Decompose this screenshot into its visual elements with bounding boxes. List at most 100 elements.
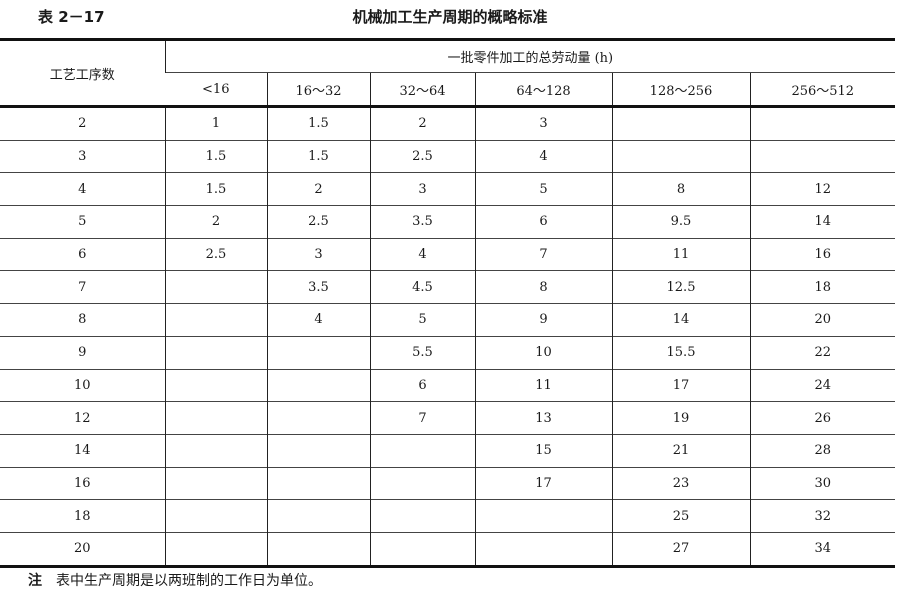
cycle-value-cell: 16: [749, 237, 896, 271]
cycle-value-cell: 18: [749, 270, 896, 304]
column-header: 16～32: [266, 72, 370, 107]
process-count-cell: 5: [0, 205, 165, 239]
note-text: 表中生产周期是以两班制的工作日为单位。: [56, 573, 322, 589]
cycle-value-cell: 8: [611, 172, 750, 206]
cycle-value-cell: [266, 368, 370, 402]
cycle-value-cell: [749, 139, 896, 173]
cycle-value-cell: 26: [749, 401, 896, 435]
cycle-value-cell: 3.5: [266, 270, 370, 304]
process-count-cell: 18: [0, 499, 165, 533]
cycle-value-cell: 10: [474, 335, 612, 369]
table-row: 10 6 11 17 24: [0, 368, 896, 402]
cycle-value-cell: [369, 499, 475, 533]
cycle-value-cell: [266, 531, 370, 568]
cycle-value-cell: [164, 531, 267, 568]
cycle-value-cell: [749, 105, 896, 141]
cycle-value-cell: 1.5: [266, 139, 370, 173]
table-row: 12 7 13 19 26: [0, 401, 896, 435]
cycle-value-cell: 2: [266, 172, 370, 206]
cycle-value-cell: [474, 499, 612, 533]
cycle-value-cell: 5.5: [369, 335, 475, 369]
cycle-value-cell: 4: [474, 139, 612, 173]
cycle-value-cell: 1.5: [266, 105, 370, 141]
process-count-cell: 12: [0, 401, 165, 435]
column-header: 64～128: [474, 72, 612, 107]
cycle-value-cell: [164, 499, 267, 533]
cycle-value-cell: 1: [164, 105, 267, 141]
table-row: 3 1.5 1.5 2.5 4: [0, 139, 896, 173]
cycle-value-cell: 7: [369, 401, 475, 435]
cycle-value-cell: 11: [474, 368, 612, 402]
cycle-value-cell: [369, 433, 475, 468]
cycle-value-cell: [164, 368, 267, 402]
column-header: 128～256: [611, 72, 750, 107]
column-header: 32～64: [369, 72, 475, 107]
table-row: 8 4 5 9 14 20: [0, 303, 896, 337]
cycle-value-cell: 17: [611, 368, 750, 402]
row-header: 工艺工序数: [0, 38, 165, 107]
cycle-value-cell: 4: [369, 237, 475, 271]
cycle-value-cell: 2.5: [266, 205, 370, 239]
table-row: 6 2.5 3 4 7 11 16: [0, 237, 896, 271]
table-row: 4 1.5 2 3 5 8 12: [0, 172, 896, 206]
cycle-value-cell: 3: [266, 237, 370, 271]
cycle-value-cell: [164, 401, 267, 435]
column-header: 256～512: [749, 72, 896, 107]
process-count-cell: 2: [0, 105, 165, 141]
table-row: 20 27 34: [0, 531, 896, 568]
table-row: 16 17 23 30: [0, 466, 896, 500]
cycle-value-cell: [164, 466, 267, 500]
process-count-cell: 16: [0, 466, 165, 500]
cycle-value-cell: 9: [474, 303, 612, 337]
cycle-value-cell: 11: [611, 237, 750, 271]
cycle-value-cell: 32: [749, 499, 896, 533]
cycle-value-cell: [266, 433, 370, 468]
cycle-value-cell: 12: [749, 172, 896, 206]
cycle-value-cell: 4: [266, 303, 370, 337]
cycle-value-cell: 34: [749, 531, 896, 568]
cycle-value-cell: 14: [749, 205, 896, 239]
cycle-value-cell: 15: [474, 433, 612, 468]
cycle-value-cell: [164, 335, 267, 369]
cycle-value-cell: 13: [474, 401, 612, 435]
cycle-value-cell: [266, 499, 370, 533]
cycle-value-cell: 17: [474, 466, 612, 500]
cycle-value-cell: 25: [611, 499, 750, 533]
process-count-cell: 3: [0, 139, 165, 173]
cycle-value-cell: 3.5: [369, 205, 475, 239]
table-caption: 表 2－17 机械加工生产周期的概略标准: [0, 6, 900, 30]
cycle-value-cell: 14: [611, 303, 750, 337]
cycle-value-cell: 30: [749, 466, 896, 500]
cycle-value-cell: 7: [474, 237, 612, 271]
cycle-value-cell: 1.5: [164, 172, 267, 206]
cycle-value-cell: 6: [369, 368, 475, 402]
cycle-value-cell: 8: [474, 270, 612, 304]
cycle-value-cell: 2: [369, 105, 475, 141]
cycle-value-cell: 2.5: [369, 139, 475, 173]
cycle-value-cell: 21: [611, 433, 750, 468]
table-row: 7 3.5 4.5 8 12.5 18: [0, 270, 896, 304]
table-number: 表 2－17: [38, 8, 105, 26]
cycle-value-cell: 28: [749, 433, 896, 468]
note-label: 注: [28, 573, 42, 589]
cycle-value-cell: 1.5: [164, 139, 267, 173]
cycle-value-cell: [266, 401, 370, 435]
table-row: 2 1 1.5 2 3: [0, 105, 896, 141]
table-row: 14 15 21 28: [0, 433, 896, 468]
table-row: 9 5.5 10 15.5 22: [0, 335, 896, 369]
process-count-cell: 4: [0, 172, 165, 206]
cycle-value-cell: [369, 466, 475, 500]
cycle-value-cell: [164, 303, 267, 337]
table-note: 注表中生产周期是以两班制的工作日为单位。: [28, 570, 322, 590]
process-count-cell: 14: [0, 433, 165, 468]
cycle-value-cell: [164, 270, 267, 304]
cycle-value-cell: 2.5: [164, 237, 267, 271]
cycle-value-cell: 5: [369, 303, 475, 337]
cycle-value-cell: 23: [611, 466, 750, 500]
cycle-value-cell: [474, 531, 612, 568]
cycle-value-cell: 20: [749, 303, 896, 337]
cycle-value-cell: 5: [474, 172, 612, 206]
table-row: 18 25 32: [0, 499, 896, 533]
cycle-value-cell: [611, 105, 750, 141]
table-title: 机械加工生产周期的概略标准: [352, 8, 548, 26]
